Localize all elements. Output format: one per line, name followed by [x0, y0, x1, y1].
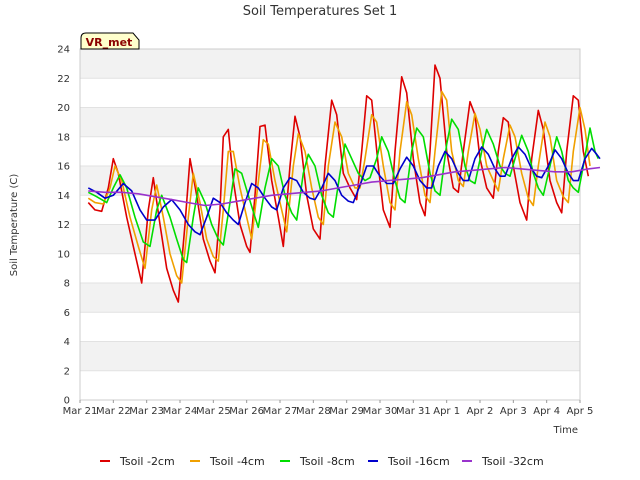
series-lines	[87, 64, 601, 303]
y-tick-label: 20	[57, 103, 70, 114]
y-tick-label: 6	[64, 308, 70, 319]
x-tick-label: Mar 21	[63, 406, 98, 417]
legend: Tsoil -2cm Tsoil -4cm Tsoil -8cm Tsoil -16c…	[100, 455, 544, 468]
y-tick-label: 22	[57, 74, 70, 85]
series-line-tsoil-2cm	[87, 64, 590, 303]
station-badge: VR_met	[80, 32, 140, 50]
background-band	[80, 224, 580, 254]
x-tick-label: Mar 22	[96, 406, 131, 417]
x-tick-label: Mar 25	[196, 406, 231, 417]
series-line-tsoil-8cm	[87, 118, 600, 264]
x-axis-label: Time	[553, 425, 578, 436]
x-tick-label: Apr 2	[467, 406, 494, 417]
x-tick-label: Mar 27	[263, 406, 298, 417]
y-tick-label: 8	[64, 279, 70, 290]
plot-frame	[79, 48, 581, 401]
y-tick-label: 4	[64, 337, 70, 348]
y-tick-label: 12	[57, 220, 70, 231]
y-tick-label: 16	[57, 162, 70, 173]
y-tick-label: 24	[57, 45, 70, 56]
legend-label: Tsoil -2cm	[119, 455, 175, 468]
x-tick-label: Mar 23	[129, 406, 164, 417]
series-line-tsoil-4cm	[87, 90, 591, 284]
x-tick-label: Apr 4	[533, 406, 560, 417]
y-axis-label: Soil Temperature (C)	[9, 174, 20, 277]
x-tick-label: Mar 28	[296, 406, 331, 417]
x-tick-label: Mar 29	[329, 406, 364, 417]
x-tick-label: Mar 26	[229, 406, 264, 417]
x-tick-label: Mar 24	[163, 406, 198, 417]
legend-label: Tsoil -16cm	[387, 455, 450, 468]
x-tick-label: Apr 1	[433, 406, 460, 417]
series-line-tsoil-16cm	[87, 146, 601, 236]
y-tick-label: 10	[57, 249, 70, 260]
x-tick-label: Mar 31	[396, 406, 431, 417]
background-band	[80, 49, 580, 79]
legend-label: Tsoil -4cm	[209, 455, 265, 468]
legend-label: Tsoil -8cm	[299, 455, 355, 468]
y-tick-label: 2	[64, 366, 70, 377]
y-tick-label: 0	[64, 396, 70, 407]
chart-title: Soil Temperatures Set 1	[243, 4, 398, 19]
badge-shape	[80, 32, 140, 50]
series-line-tsoil-32cm	[88, 166, 601, 207]
legend-label: Tsoil -32cm	[481, 455, 544, 468]
x-tick-label: Apr 3	[500, 406, 527, 417]
x-tick-label: Mar 30	[363, 406, 398, 417]
background-band	[80, 341, 580, 371]
y-tick-label: 18	[57, 132, 70, 143]
background-band	[80, 283, 580, 313]
y-tick-label: 14	[57, 191, 70, 202]
badge-label: VR_met	[86, 36, 133, 49]
x-tick-label: Apr 5	[567, 406, 594, 417]
